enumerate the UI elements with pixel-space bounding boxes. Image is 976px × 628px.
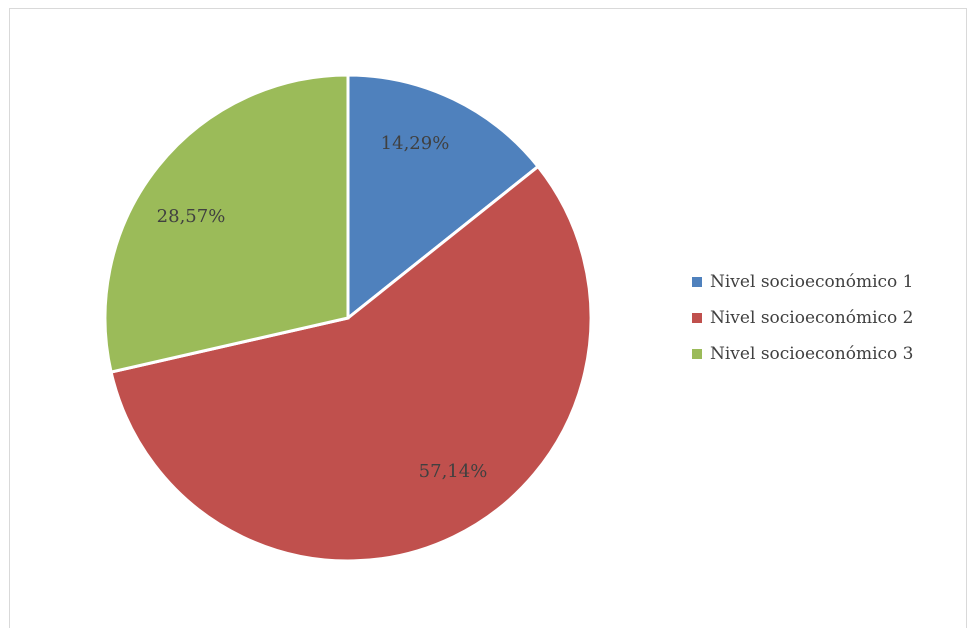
pie-slice-3 [103,73,350,374]
pie-slice-2 [109,164,593,563]
legend-swatch-2 [692,313,702,323]
data-label-3: 28,57% [157,206,226,227]
legend-item-1: Nivel socioeconómico 1 [692,264,914,300]
legend-swatch-1 [692,277,702,287]
legend-item-2: Nivel socioeconómico 2 [692,300,914,336]
legend: Nivel socioeconómico 1 Nivel socioeconóm… [692,264,914,372]
data-label-1: 14,29% [381,133,450,154]
pie-slice-1 [346,73,541,322]
legend-item-3: Nivel socioeconómico 3 [692,336,914,372]
legend-label-3: Nivel socioeconómico 3 [710,344,914,364]
data-label-2: 57,14% [419,461,488,482]
legend-swatch-3 [692,349,702,359]
legend-label-2: Nivel socioeconómico 2 [710,308,914,328]
legend-label-1: Nivel socioeconómico 1 [710,272,914,292]
